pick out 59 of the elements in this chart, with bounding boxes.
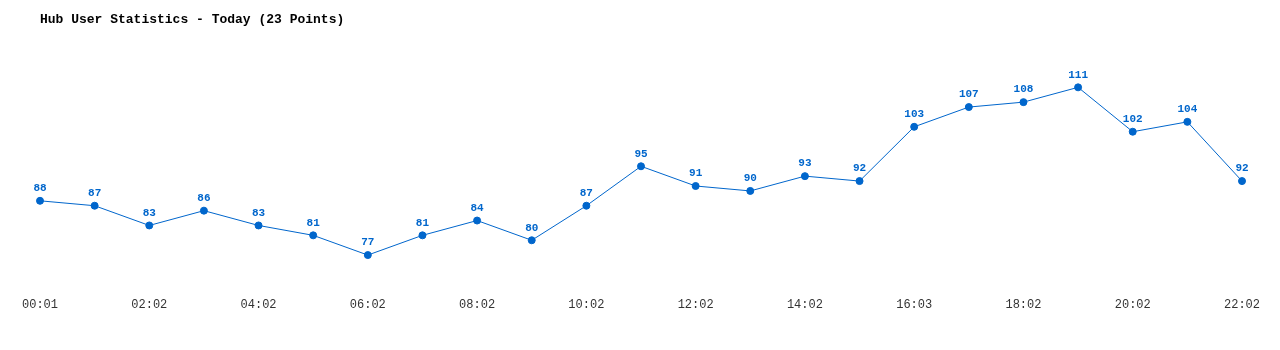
data-label: 86 [197, 191, 211, 204]
point [1238, 177, 1246, 186]
x-tick-label: 00:01 [21, 297, 59, 312]
data-label: 83 [251, 206, 266, 219]
data-label: 111 [1068, 68, 1089, 81]
data-label: 92 [1235, 162, 1249, 175]
data-label: 102 [1122, 113, 1143, 125]
point [855, 177, 864, 186]
x-tick-label: 12:02 [677, 297, 714, 312]
data-label: 81 [306, 216, 321, 229]
x-tick-label: 16:03 [896, 297, 933, 312]
point [418, 231, 427, 240]
point [309, 231, 318, 240]
data-label: 108 [1013, 83, 1034, 96]
point [1074, 83, 1083, 92]
x-tick-label: 20:02 [1114, 297, 1151, 312]
data-label: 80 [525, 221, 539, 234]
x-tick-label: 22:02 [1223, 297, 1261, 312]
chart-title: Hub User Statistics - Today (23 Points) [40, 12, 345, 28]
x-tick-label: 04:02 [240, 297, 277, 312]
point [145, 221, 154, 230]
point [746, 186, 755, 195]
x-tick-label: 10:02 [568, 297, 605, 312]
point [691, 182, 700, 190]
x-tick-label: 08:02 [459, 297, 496, 312]
point [582, 201, 591, 210]
point [473, 216, 482, 225]
point [1183, 117, 1192, 126]
data-label: 77 [361, 236, 375, 249]
data-label: 87 [88, 187, 102, 199]
point [527, 236, 536, 245]
data-label: 87 [579, 187, 593, 199]
data-label: 84 [470, 201, 485, 214]
data-label: 103 [904, 108, 925, 121]
point [800, 172, 809, 181]
data-label: 92 [852, 162, 867, 175]
data-label: 88 [33, 182, 47, 195]
point [254, 221, 263, 230]
data-label: 91 [689, 167, 703, 180]
point [363, 251, 372, 260]
data-label: 90 [743, 172, 757, 185]
x-tick-label: 18:02 [1005, 297, 1042, 312]
point [1019, 98, 1028, 107]
point [199, 206, 208, 215]
point [964, 103, 973, 112]
data-label: 107 [958, 88, 979, 101]
point [637, 162, 645, 171]
data-label: 95 [634, 147, 648, 160]
point [36, 196, 44, 205]
data-label: 83 [142, 206, 157, 219]
point [1128, 127, 1137, 136]
x-tick-label: 02:02 [131, 297, 168, 312]
data-label: 104 [1177, 103, 1198, 116]
x-tick-label: 06:02 [349, 297, 386, 312]
point [910, 122, 919, 131]
data-label: 81 [415, 216, 430, 229]
point [90, 201, 99, 210]
x-tick-label: 14:02 [786, 297, 823, 312]
data-label: 93 [798, 157, 812, 170]
